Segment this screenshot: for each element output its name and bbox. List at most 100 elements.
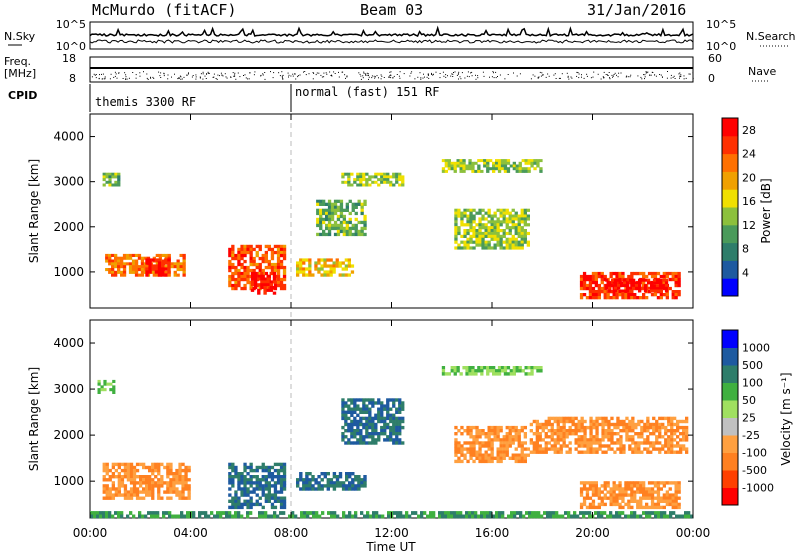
heatmap-cell-1 <box>137 256 142 260</box>
heatmap-cell-10 <box>677 283 681 288</box>
nave-point <box>689 73 691 75</box>
heatmap-cell-7 <box>655 425 659 430</box>
heatmap-cell-2 <box>258 478 262 482</box>
nave-point <box>381 75 383 77</box>
heatmap-cell-1 <box>176 262 180 266</box>
nave-point <box>464 77 466 79</box>
heatmap-cell-10 <box>642 274 646 279</box>
heatmap-cell-7 <box>589 444 593 448</box>
heatmap-cell-7 <box>568 432 572 436</box>
heatmap-cell-6 <box>466 450 470 454</box>
heatmap-cell-5 <box>530 369 534 373</box>
heatmap-cell-0 <box>114 175 118 179</box>
heatmap-cell-9 <box>487 214 491 218</box>
heatmap-cell-9 <box>417 514 421 519</box>
heatmap-cell-1 <box>184 481 188 485</box>
heatmap-cell-9 <box>478 223 482 227</box>
heatmap-cell-11 <box>658 281 663 285</box>
heatmap-cell-3 <box>323 484 327 488</box>
heatmap-cell-7 <box>577 422 581 427</box>
nave-point <box>477 75 479 77</box>
heatmap-cell-3 <box>231 265 235 270</box>
heatmap-cell-6 <box>469 432 473 436</box>
heatmap-cell-1 <box>108 256 112 260</box>
colorbar-swatch <box>722 452 738 471</box>
heatmap-cell-10 <box>591 277 596 282</box>
heatmap-cell-7 <box>568 425 572 430</box>
heatmap-cell-3 <box>240 262 244 267</box>
heatmap-cell-8 <box>518 169 522 173</box>
heatmap-cell-6 <box>487 438 491 442</box>
nave-point <box>221 74 223 76</box>
heatmap-cell-9 <box>478 211 482 215</box>
heatmap-cell-1 <box>166 465 170 470</box>
heatmap-cell-6 <box>523 453 527 457</box>
heatmap-cell-8 <box>527 167 531 171</box>
heatmap-cell-2 <box>237 484 241 488</box>
heatmap-cell-2 <box>237 496 241 500</box>
heatmap-cell-3 <box>317 475 321 479</box>
heatmap-cell-2 <box>154 267 159 271</box>
heatmap-cell-9 <box>99 514 103 519</box>
nave-point <box>409 75 411 77</box>
nave-point <box>195 74 197 76</box>
nave-point <box>467 71 469 73</box>
nave-point <box>366 72 368 74</box>
heatmap-cell-7 <box>637 419 641 424</box>
heatmap-cell-3 <box>341 481 346 485</box>
heatmap-cell-2 <box>273 493 278 497</box>
heatmap-cell-7 <box>649 432 653 436</box>
heatmap-cell-6 <box>357 232 361 237</box>
heatmap-cell-10 <box>597 293 601 297</box>
heatmap-cell-3 <box>228 259 232 264</box>
heatmap-cell-8 <box>621 487 625 491</box>
heatmap-cell-10 <box>621 274 625 279</box>
colorbar-swatch <box>722 135 738 155</box>
heatmap-cell-8 <box>650 493 655 497</box>
heatmap-cell-4 <box>383 416 387 421</box>
heatmap-cell-8 <box>486 159 490 163</box>
heatmap-cell-9 <box>477 514 481 519</box>
heatmap-cell-3 <box>279 250 284 255</box>
heatmap-cell-7 <box>601 450 605 454</box>
heatmap-cell-7 <box>362 183 366 187</box>
nave-point <box>344 74 346 76</box>
heatmap-cell-7 <box>619 435 623 439</box>
heatmap-cell-5 <box>471 372 475 376</box>
heatmap-cell-2 <box>164 261 168 265</box>
heatmap-cell-8 <box>594 484 598 488</box>
heatmap-cell-7 <box>628 422 632 427</box>
heatmap-cell-7 <box>619 422 623 427</box>
heatmap-cell-7 <box>622 425 626 430</box>
nave-point <box>398 75 400 77</box>
heatmap-cell-1 <box>178 475 182 479</box>
heatmap-cell-5 <box>515 366 519 370</box>
heatmap-cell-3 <box>282 247 287 252</box>
heatmap-cell-8 <box>591 490 596 494</box>
heatmap-cell-5 <box>521 369 525 373</box>
heatmap-cell-1 <box>134 270 139 274</box>
heatmap-cell-4 <box>371 429 375 433</box>
nave-point <box>685 77 687 79</box>
heatmap-cell-4 <box>398 407 402 411</box>
nave-point <box>326 73 328 75</box>
heatmap-cell-3 <box>228 277 232 282</box>
nave-point <box>102 78 104 80</box>
heatmap-cell-6 <box>363 217 367 222</box>
heatmap-cell-6 <box>487 453 491 457</box>
heatmap-cell-1 <box>117 265 121 269</box>
nave-point <box>152 76 154 78</box>
heatmap-cell-7 <box>685 447 689 451</box>
heatmap-cell-7 <box>565 435 569 439</box>
heatmap-cell-8 <box>453 169 457 173</box>
heatmap-cell-10 <box>636 271 640 276</box>
heatmap-cell-7 <box>607 438 611 442</box>
nave-point <box>659 74 661 75</box>
nave-point <box>578 73 580 75</box>
heatmap-cell-8 <box>612 487 616 491</box>
heatmap-cell-8 <box>450 167 454 171</box>
heatmap-cell-7 <box>565 444 569 448</box>
heatmap-cell-9 <box>216 511 220 515</box>
heatmap-cell-4 <box>362 398 366 402</box>
nave-point <box>666 77 668 79</box>
